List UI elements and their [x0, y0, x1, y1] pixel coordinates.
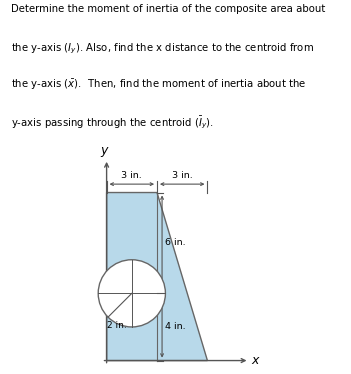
Text: Determine the moment of inertia of the composite area about: Determine the moment of inertia of the c… [11, 4, 325, 15]
Circle shape [98, 260, 165, 327]
Text: y-axis passing through the centroid ($\bar{I}_y$).: y-axis passing through the centroid ($\b… [11, 114, 213, 131]
Text: 6 in.: 6 in. [165, 239, 185, 248]
Text: x: x [251, 354, 258, 367]
Text: the y-axis ($\bar{x}$).  Then, find the moment of inertia about the: the y-axis ($\bar{x}$). Then, find the m… [11, 78, 306, 92]
Text: the y-axis ($I_y$). Also, find the x distance to the centroid from: the y-axis ($I_y$). Also, find the x dis… [11, 41, 314, 56]
Text: 3 in.: 3 in. [121, 171, 142, 180]
Polygon shape [107, 193, 207, 361]
Text: 4 in.: 4 in. [165, 322, 185, 331]
Text: 3 in.: 3 in. [172, 171, 193, 180]
Text: y: y [100, 144, 108, 157]
Text: 2 in.: 2 in. [107, 321, 127, 330]
